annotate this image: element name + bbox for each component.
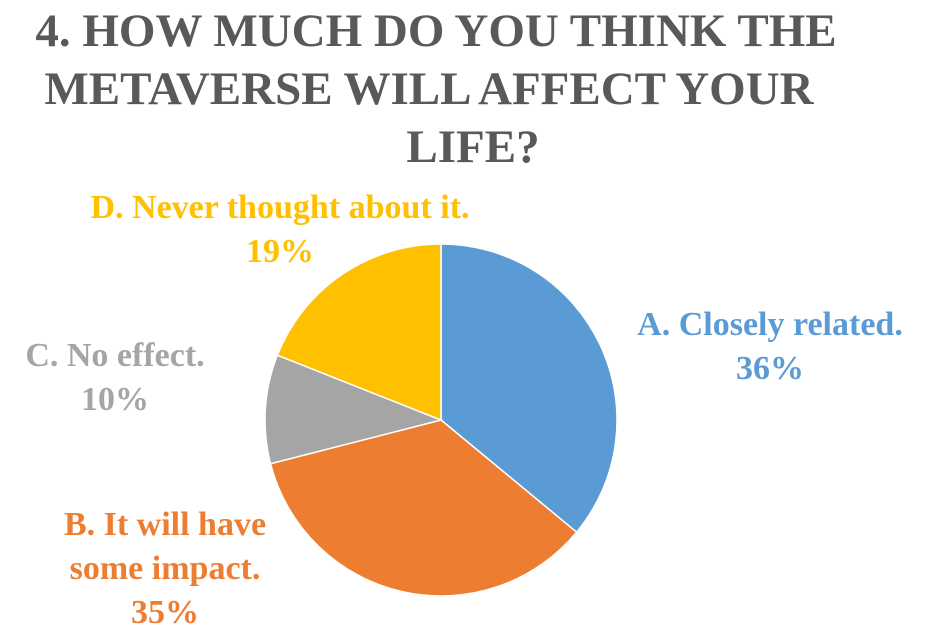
- chart-title-line-2: METAVERSE WILL AFFECT YOUR: [44, 63, 814, 115]
- slice-label-some-impact: B. It will have some impact. 35%: [35, 503, 295, 631]
- chart-title: 4. HOW MUCH DO YOU THINK THE METAVERSE W…: [0, 2, 928, 176]
- slice-label-text: some impact.: [69, 550, 261, 587]
- chart-title-line-1: 4. HOW MUCH DO YOU THINK THE: [35, 5, 837, 57]
- pie-slice-b: [269, 419, 578, 597]
- slice-label-text: D. Never thought about it.: [90, 189, 470, 226]
- slice-label-text: A. Closely related.: [637, 306, 903, 343]
- slice-label-text: C. No effect.: [25, 337, 205, 374]
- pie-slice-d: [276, 243, 442, 422]
- slice-label-no-effect: C. No effect. 10%: [5, 334, 225, 422]
- slice-label-percent: 19%: [246, 233, 314, 270]
- slice-label-text: B. It will have: [63, 506, 267, 543]
- slice-label-closely-related: A. Closely related. 36%: [620, 303, 920, 391]
- pie-slice-c: [264, 354, 444, 465]
- chart-title-line-3: LIFE?: [406, 121, 540, 173]
- slice-label-percent: 10%: [81, 381, 149, 418]
- slice-label-never-thought: D. Never thought about it. 19%: [45, 186, 515, 274]
- slice-label-percent: 36%: [736, 350, 804, 387]
- slice-label-percent: 35%: [131, 594, 199, 631]
- pie-slice-a: [440, 243, 618, 534]
